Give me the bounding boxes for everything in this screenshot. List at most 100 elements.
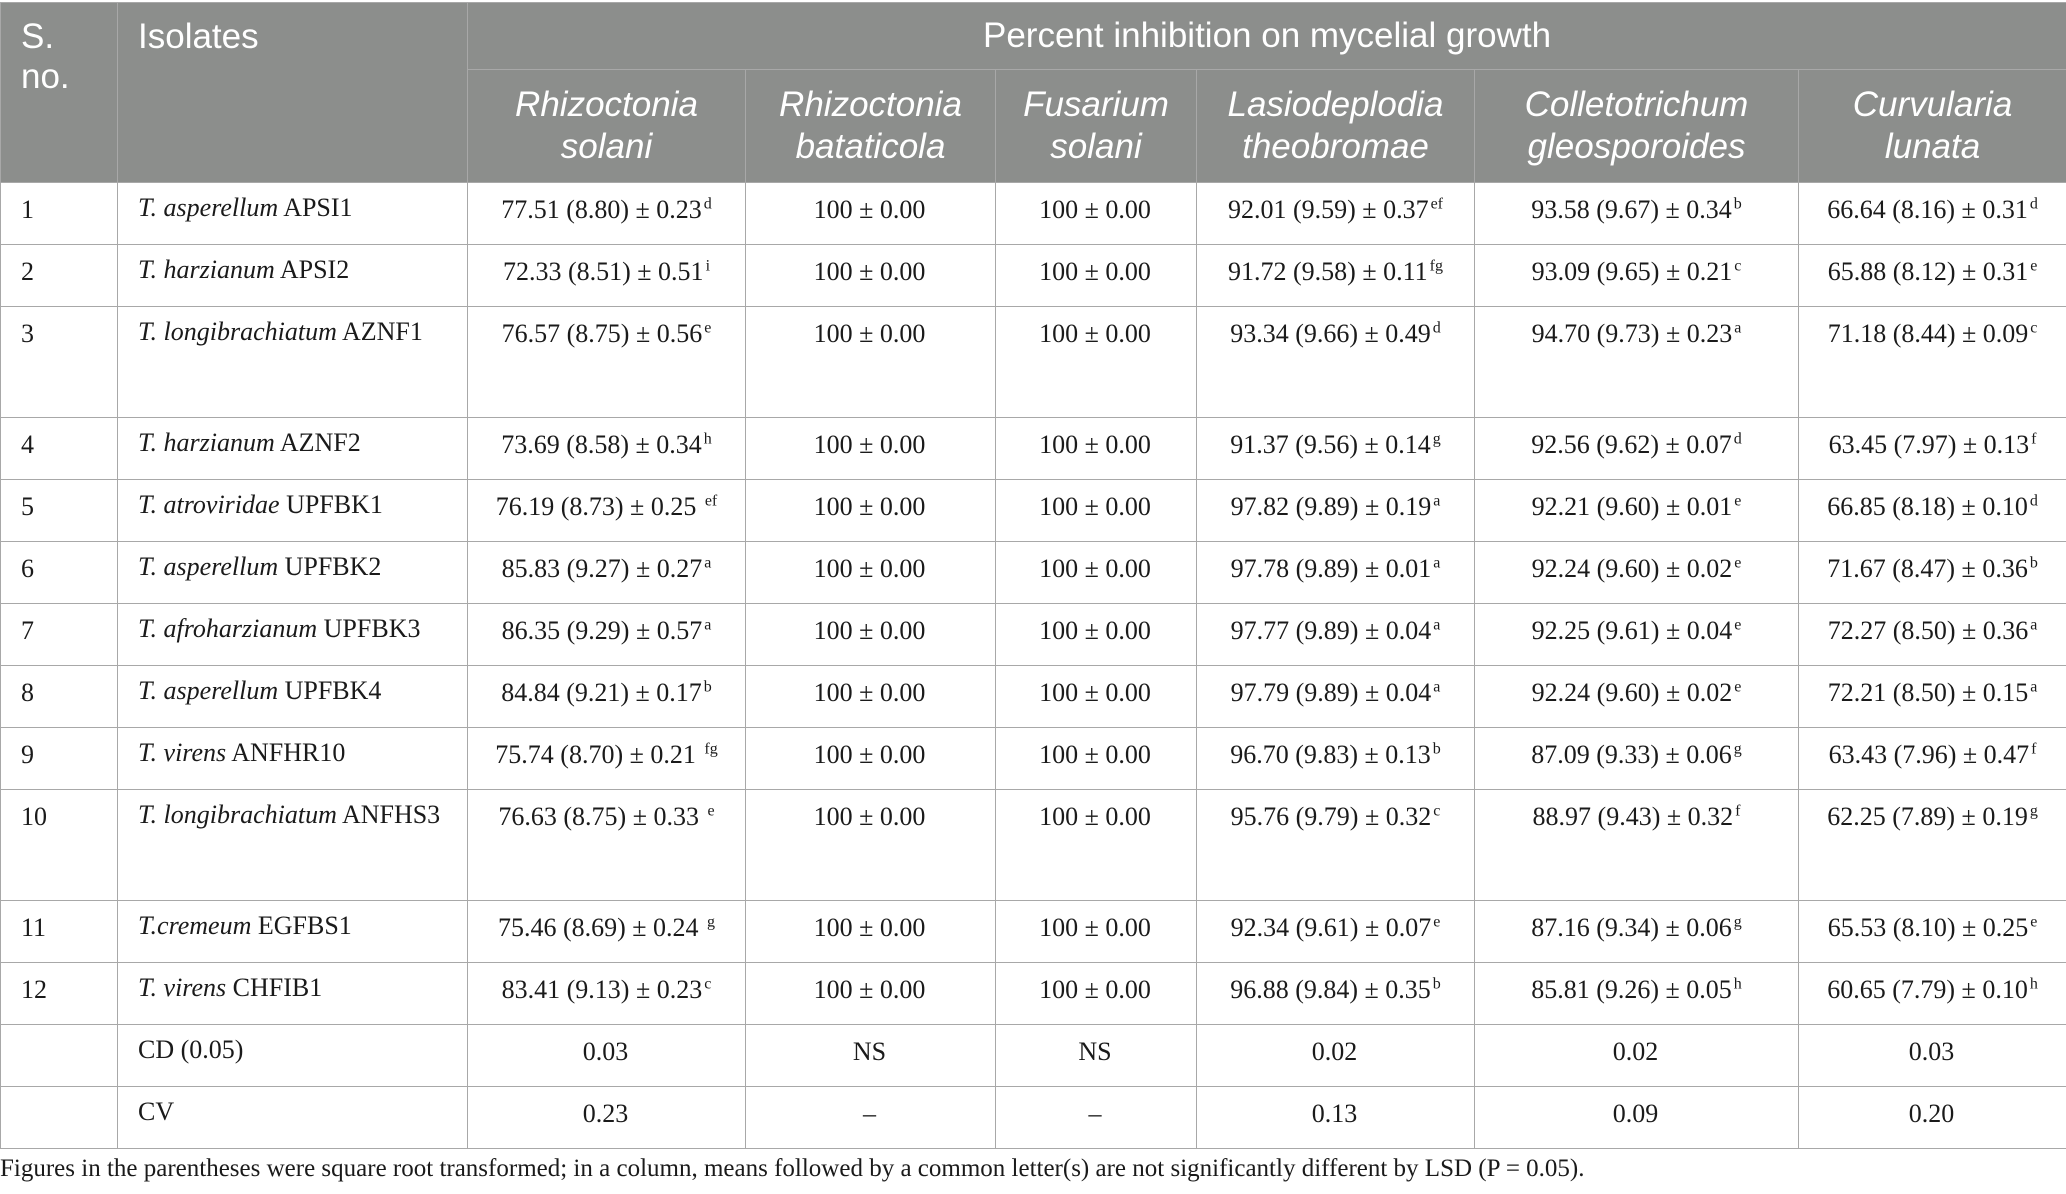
isolate-species: T. longibrachiatum — [138, 317, 337, 346]
cell-value: 100 ± 0.00 — [995, 306, 1197, 418]
cell-value: 91.37 (9.56) ± 0.14 g — [1196, 417, 1475, 480]
significance-letter: e — [1433, 913, 1441, 931]
table-footnote: Figures in the parentheses were square r… — [0, 1155, 1585, 1182]
cell-value: 0.20 — [1797, 1086, 2066, 1149]
cell-value: 96.70 (9.83) ± 0.13 b — [1196, 727, 1475, 790]
cell-value: 100 ± 0.00 — [995, 417, 1197, 480]
isolate-strain: UPFBK3 — [323, 614, 421, 643]
cell-value: 87.16 (9.34) ± 0.06 g — [1474, 900, 1799, 963]
significance-letter: e — [1734, 554, 1742, 572]
isolate-species: T. virens — [138, 973, 227, 1002]
value-text: 100 ± 0.00 — [1039, 740, 1151, 769]
value-text: 63.43 (7.96) ± 0.47 — [1828, 740, 2030, 769]
value-text: 100 ± 0.00 — [1039, 616, 1151, 645]
cell-value: 0.02 — [1196, 1024, 1475, 1087]
cell-isolate: T. virens ANFHR10 — [117, 727, 468, 790]
cell-value: 95.76 (9.79) ± 0.32 c — [1196, 789, 1475, 901]
cell-value: 92.21 (9.60) ± 0.01 e — [1474, 479, 1799, 542]
value-text: 85.83 (9.27) ± 0.27 — [501, 554, 703, 583]
table-row: 10 T. longibrachiatum ANFHS3 76.63 (8.75) … — [0, 789, 2066, 901]
header-pathogen-line: Lasiodeplodia — [1227, 85, 1444, 124]
significance-letter: f — [2031, 740, 2037, 758]
table-row: 4 T. harzianum AZNF2 73.69 (8.58) ± 0.34 h 1… — [0, 417, 2066, 480]
cell-value: 0.03 — [467, 1024, 746, 1087]
value-text: 92.01 (9.59) ± 0.37 — [1227, 195, 1429, 224]
cell-value: 71.18 (8.44) ± 0.09 c — [1797, 306, 2066, 418]
cell-value: 100 ± 0.00 — [995, 727, 1197, 790]
significance-letter: g — [2029, 802, 2038, 820]
value-text: 72.27 (8.50) ± 0.36 — [1827, 616, 2029, 645]
significance-letter: a — [1734, 319, 1742, 337]
isolate-species: T.cremeum — [138, 911, 252, 940]
cell-value: 72.33 (8.51) ± 0.51 i — [467, 244, 746, 307]
cell-isolate: T. asperellum APSI1 — [117, 182, 468, 245]
header-pathogen-line: solani — [1050, 127, 1142, 166]
cell-value: 65.53 (8.10) ± 0.25 e — [1797, 900, 2066, 963]
cell-sno: 2 — [0, 244, 118, 307]
significance-letter: e — [1734, 678, 1742, 696]
header-pathogen: Lasiodeplodia theobromae — [1196, 69, 1475, 183]
value-text: 100 ± 0.00 — [813, 913, 926, 942]
value-text: 100 ± 0.00 — [813, 554, 926, 583]
table-row: 9 T. virens ANFHR10 75.74 (8.70) ± 0.21 fg… — [0, 727, 2066, 790]
cell-sno: 8 — [0, 665, 118, 728]
significance-letter: c — [1433, 802, 1441, 820]
value-text: 72.33 (8.51) ± 0.51 — [502, 257, 704, 286]
isolate-strain: UPFBK2 — [284, 552, 382, 581]
cell-value: 63.45 (7.97) ± 0.13 f — [1797, 417, 2066, 480]
value-text: 91.37 (9.56) ± 0.14 — [1230, 430, 1431, 459]
cell-value: 83.41 (9.13) ± 0.23 c — [467, 962, 746, 1025]
value-text: 0.23 — [582, 1099, 629, 1128]
cell-isolate: T. atroviridae UPFBK1 — [117, 479, 468, 542]
cell-value: 100 ± 0.00 — [745, 962, 996, 1025]
value-text: 0.03 — [582, 1037, 629, 1066]
significance-letter: c — [704, 975, 712, 993]
cell-value: 84.84 (9.21) ± 0.17 b — [467, 665, 746, 728]
header-pathogen-line: Rhizoctonia — [779, 85, 962, 124]
table-row: 7 T. afroharzianum UPFBK3 86.35 (9.29) ± 0… — [0, 603, 2066, 666]
value-text: 65.53 (8.10) ± 0.25 — [1827, 913, 2029, 942]
value-text: 60.65 (7.79) ± 0.10 — [1827, 975, 2028, 1004]
table-row: 5 T. atroviridae UPFBK1 76.19 (8.73) ± 0.2… — [0, 479, 2066, 542]
cell-value: 92.01 (9.59) ± 0.37 ef — [1196, 182, 1475, 245]
cell-isolate: T.cremeum EGFBS1 — [117, 900, 468, 963]
cell-value: 100 ± 0.00 — [995, 479, 1197, 542]
cell-isolate: CD (0.05) — [117, 1024, 468, 1087]
value-text: NS — [1078, 1037, 1112, 1066]
value-text: 100 ± 0.00 — [813, 319, 926, 348]
value-text: 92.56 (9.62) ± 0.07 — [1531, 430, 1732, 459]
value-text: 96.70 (9.83) ± 0.13 — [1230, 740, 1431, 769]
value-text: 75.46 (8.69) ± 0.24 — [497, 913, 706, 942]
isolate-strain: ANFHS3 — [341, 800, 441, 829]
isolate-species: T. asperellum — [138, 193, 279, 222]
cell-value: 100 ± 0.00 — [745, 665, 996, 728]
cell-value: 66.85 (8.18) ± 0.10 d — [1797, 479, 2066, 542]
isolate-strain: CHFIB1 — [232, 973, 323, 1002]
cell-value: 100 ± 0.00 — [745, 789, 996, 901]
cell-sno: 7 — [0, 603, 118, 666]
value-text: 100 ± 0.00 — [1039, 975, 1151, 1004]
isolate-species: T. asperellum — [138, 676, 279, 705]
value-text: 63.45 (7.97) ± 0.13 — [1828, 430, 2030, 459]
value-text: 85.81 (9.26) ± 0.05 — [1531, 975, 1732, 1004]
isolate-species: T. longibrachiatum — [138, 800, 337, 829]
cell-value: 100 ± 0.00 — [745, 182, 996, 245]
value-text: 0.02 — [1612, 1037, 1659, 1066]
isolate-strain: AZNF2 — [279, 428, 361, 457]
significance-letter: a — [1433, 678, 1441, 696]
significance-letter: d — [703, 195, 712, 213]
significance-letter: ef — [704, 492, 718, 510]
value-text: 0.03 — [1908, 1037, 1955, 1066]
significance-letter: b — [1432, 975, 1441, 993]
isolate-strain: UPFBK4 — [284, 676, 382, 705]
value-text: 100 ± 0.00 — [1039, 257, 1151, 286]
value-text: NS — [852, 1037, 887, 1066]
cell-value: – — [745, 1086, 996, 1149]
cell-value: 100 ± 0.00 — [745, 900, 996, 963]
significance-letter: d — [2029, 492, 2038, 510]
cell-value: 97.78 (9.89) ± 0.01 a — [1196, 541, 1475, 604]
cell-sno: 1 — [0, 182, 118, 245]
cell-value: 100 ± 0.00 — [745, 306, 996, 418]
value-text: 92.21 (9.60) ± 0.01 — [1531, 492, 1733, 521]
isolate-species: T. harzianum — [138, 255, 275, 284]
